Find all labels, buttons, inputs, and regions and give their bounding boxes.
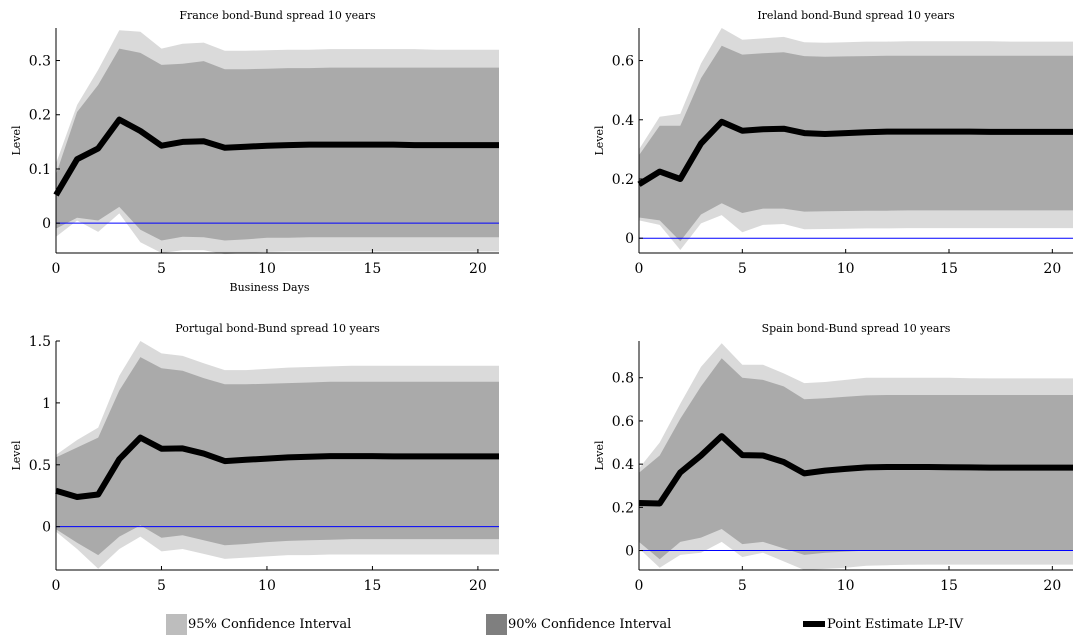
x-axis-label: Business Days (230, 281, 310, 294)
y-axis-label: Level (593, 125, 606, 156)
point-estimate-line (638, 433, 1073, 507)
x-tick-label: 5 (738, 261, 747, 277)
legend-item-ci95: 95% Confidence Interval (166, 612, 351, 636)
point-estimate-line (55, 434, 499, 500)
x-tick-label: 20 (1043, 578, 1061, 594)
y-tick-label: 0.5 (29, 458, 51, 474)
legend-label-ci95: 95% Confidence Interval (188, 616, 352, 632)
x-tick-label: 0 (635, 261, 644, 277)
y-axis-label: Level (10, 125, 23, 156)
legend-item-ci90: 90% Confidence Interval (486, 612, 671, 636)
y-tick-label: 0.2 (612, 500, 634, 516)
x-tick-label: 10 (258, 578, 276, 594)
y-tick-label: 0.6 (612, 414, 634, 430)
legend-label-ci90: 90% Confidence Interval (508, 616, 672, 632)
panel-title: Ireland bond-Bund spread 10 years (757, 9, 955, 22)
x-tick-label: 15 (364, 261, 382, 277)
x-tick-label: 0 (52, 261, 61, 277)
y-tick-label: 0 (625, 231, 634, 247)
x-tick-label: 5 (157, 261, 166, 277)
legend-swatch-ci95 (166, 613, 187, 635)
x-tick-label: 20 (469, 578, 487, 594)
y-tick-label: 0.2 (612, 172, 634, 188)
panel-4: 0 5 10 15 20 0 0.2 0.4 0.6 0.8 Spain bond-Bund spr… (593, 322, 1073, 594)
ci90-band (639, 45, 1073, 242)
x-tick-label: 0 (635, 578, 644, 594)
ci90-band (639, 358, 1073, 560)
panel-1: 0 5 10 15 20 0 0.1 0.2 0.3 France bond-Bund sprea… (10, 9, 499, 294)
x-tick-label: 5 (738, 578, 747, 594)
x-tick-label: 10 (258, 261, 276, 277)
x-tick-label: 15 (364, 578, 382, 594)
y-tick-label: 0.4 (612, 457, 634, 473)
y-tick-label: 0.3 (29, 54, 51, 70)
panel-2: 0 5 10 15 20 0 0.2 0.4 0.6 Ireland bond-Bund spre… (593, 9, 1073, 277)
y-axis-label: Level (593, 440, 606, 471)
panel-title: Portugal bond-Bund spread 10 years (175, 322, 380, 335)
legend-line-point-estimate (803, 621, 825, 627)
x-tick-label: 5 (157, 578, 166, 594)
legend-swatch-ci90 (486, 613, 507, 635)
y-tick-label: 0 (42, 216, 51, 232)
y-tick-label: 0 (42, 520, 51, 536)
y-tick-label: 0.6 (612, 54, 634, 70)
panel-3: 0 5 10 15 20 0 0.5 1 1.5 Portugal bond-Bund sprea… (10, 322, 499, 594)
legend-item-point-estimate: Point Estimate LP-IV (803, 612, 963, 636)
x-tick-label: 15 (940, 261, 958, 277)
y-tick-label: 0.8 (612, 371, 634, 387)
y-tick-label: 0 (625, 544, 634, 560)
x-tick-label: 10 (837, 261, 855, 277)
x-tick-label: 20 (469, 261, 487, 277)
y-tick-label: 1 (42, 396, 51, 412)
x-tick-label: 10 (837, 578, 855, 594)
panel-title: France bond-Bund spread 10 years (179, 9, 376, 22)
x-tick-label: 20 (1043, 261, 1061, 277)
y-tick-label: 1.5 (29, 334, 51, 350)
y-tick-label: 0.4 (612, 113, 634, 129)
x-tick-label: 15 (940, 578, 958, 594)
y-tick-label: 0.2 (29, 108, 51, 124)
y-axis-label: Level (10, 440, 23, 471)
panel-title: Spain bond-Bund spread 10 years (762, 322, 951, 335)
x-tick-label: 0 (52, 578, 61, 594)
point-estimate-line (53, 116, 499, 197)
y-tick-label: 0.1 (29, 162, 51, 178)
point-estimate-line (637, 118, 1073, 187)
legend-label-point-estimate: Point Estimate LP-IV (827, 616, 964, 632)
